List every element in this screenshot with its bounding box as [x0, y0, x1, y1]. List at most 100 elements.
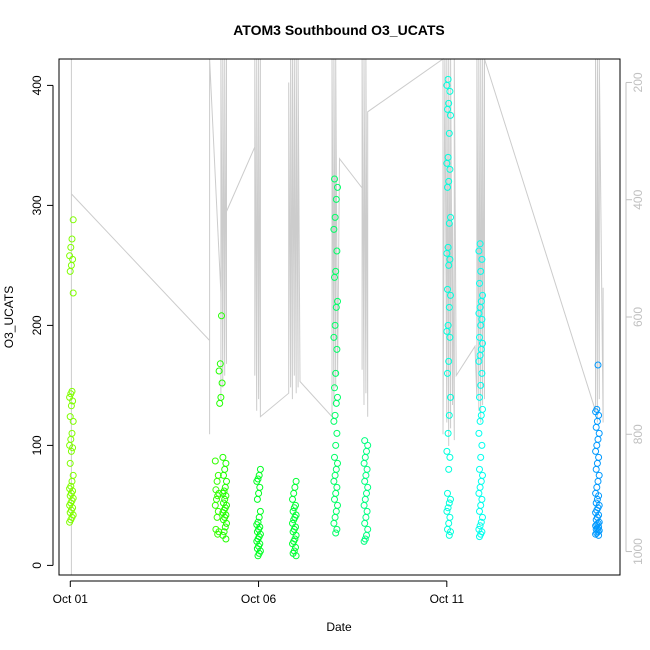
- right-axis-tick-label: 400: [631, 189, 645, 209]
- data-point: [66, 393, 74, 401]
- data-point: [289, 507, 297, 515]
- data-point: [444, 489, 451, 497]
- data-point: [331, 213, 339, 221]
- data-point: [220, 499, 227, 507]
- data-point: [333, 525, 341, 533]
- data-point: [330, 225, 338, 233]
- left-axis-tick-label: 300: [30, 195, 44, 215]
- data-point: [66, 252, 74, 260]
- data-point: [220, 487, 228, 495]
- data-point: [595, 471, 603, 479]
- data-point: [334, 183, 341, 191]
- data-point: [361, 535, 369, 543]
- data-point: [475, 525, 483, 533]
- data-point: [444, 321, 452, 329]
- data-point: [215, 367, 223, 375]
- data-point: [223, 477, 230, 485]
- data-point: [444, 243, 452, 251]
- data-point: [447, 291, 454, 299]
- data-point: [214, 471, 222, 479]
- data-point: [475, 247, 483, 255]
- point-series: [330, 175, 341, 537]
- point-series: [215, 312, 226, 407]
- data-point: [66, 459, 74, 467]
- left-axis-tick-label: 0: [30, 562, 44, 569]
- data-point: [361, 437, 369, 445]
- data-point: [478, 495, 486, 503]
- data-point: [446, 165, 454, 173]
- data-point: [446, 255, 454, 263]
- data-point: [444, 285, 451, 293]
- data-point: [69, 216, 77, 224]
- data-point: [445, 303, 453, 311]
- data-point: [66, 413, 74, 421]
- data-point: [592, 499, 600, 507]
- data-point: [477, 453, 485, 461]
- data-point: [254, 518, 262, 526]
- data-point: [477, 267, 485, 275]
- data-point: [256, 507, 264, 515]
- data-point: [443, 447, 451, 455]
- data-point: [445, 411, 453, 419]
- data-point: [289, 519, 296, 527]
- data-point: [444, 504, 452, 512]
- point-series: [360, 437, 372, 545]
- data-point: [445, 99, 453, 107]
- data-point: [67, 402, 75, 410]
- data-point: [446, 453, 454, 461]
- data-point: [67, 482, 75, 490]
- data-point: [445, 177, 453, 185]
- data-point: [331, 321, 339, 329]
- x-axis-tick-label: Oct 01: [53, 592, 89, 606]
- data-point: [477, 518, 485, 526]
- data-point: [68, 387, 76, 395]
- data-point: [478, 369, 486, 377]
- plot-frame: [58, 58, 621, 576]
- right-axis-tick-label: 200: [631, 72, 645, 92]
- data-point: [68, 429, 76, 437]
- data-point: [334, 393, 341, 401]
- point-series: [289, 477, 300, 560]
- x-axis-tick-label: Oct 06: [241, 592, 277, 606]
- point-series: [66, 216, 77, 526]
- data-point: [475, 429, 483, 437]
- data-point: [212, 525, 220, 533]
- data-point: [67, 243, 75, 251]
- data-point: [476, 240, 484, 248]
- data-point: [218, 312, 225, 320]
- data-point: [290, 547, 298, 555]
- data-point: [220, 528, 228, 536]
- data-point: [445, 465, 453, 473]
- data-point: [211, 457, 219, 465]
- data-point: [331, 384, 338, 392]
- data-point: [478, 441, 486, 449]
- data-point: [333, 483, 341, 491]
- data-point: [68, 235, 76, 243]
- data-point: [479, 471, 486, 479]
- data-point: [594, 361, 602, 369]
- point-series: [253, 465, 264, 560]
- data-point: [447, 213, 454, 221]
- data-point: [332, 529, 340, 537]
- data-point: [476, 465, 483, 473]
- data-point: [292, 501, 299, 509]
- data-point: [445, 499, 453, 507]
- data-point: [332, 267, 340, 275]
- data-point: [476, 393, 483, 401]
- data-point: [213, 495, 220, 503]
- data-point: [446, 513, 454, 521]
- point-series: [443, 75, 454, 539]
- data-point: [478, 315, 486, 323]
- data-point: [334, 297, 341, 305]
- point-series: [219, 453, 230, 543]
- right-axis-tick-label: 600: [631, 307, 645, 327]
- data-point: [331, 411, 339, 419]
- data-point: [332, 441, 340, 449]
- data-point: [479, 513, 486, 521]
- chart-title: ATOM3 Southbound O3_UCATS: [233, 22, 445, 38]
- x-axis-label: Date: [326, 620, 352, 634]
- data-point: [364, 483, 372, 491]
- data-point: [256, 465, 264, 473]
- data-point: [291, 535, 299, 543]
- data-point: [478, 255, 486, 263]
